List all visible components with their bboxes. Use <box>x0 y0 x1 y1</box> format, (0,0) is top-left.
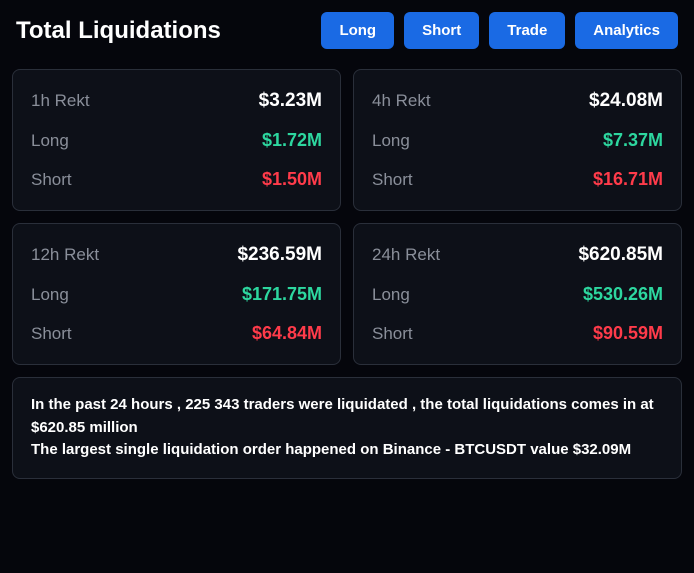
period-label: 1h Rekt <box>31 91 90 111</box>
stat-row-total: 24h Rekt $620.85M <box>372 244 663 266</box>
stat-row-total: 1h Rekt $3.23M <box>31 90 322 112</box>
stat-row-short: Short $90.59M <box>372 323 663 344</box>
stat-row-total: 4h Rekt $24.08M <box>372 90 663 112</box>
stat-row-short: Short $1.50M <box>31 169 322 190</box>
long-label: Long <box>31 131 69 151</box>
stat-row-total: 12h Rekt $236.59M <box>31 244 322 266</box>
short-label: Short <box>31 170 72 190</box>
total-value: $24.08M <box>589 90 663 112</box>
long-button[interactable]: Long <box>321 12 394 49</box>
short-label: Short <box>372 170 413 190</box>
summary-line-1: In the past 24 hours , 225 343 traders w… <box>31 394 663 439</box>
stat-row-long: Long $1.72M <box>31 130 322 151</box>
summary-card: In the past 24 hours , 225 343 traders w… <box>12 377 682 479</box>
period-label: 4h Rekt <box>372 91 431 111</box>
total-value: $3.23M <box>259 90 322 112</box>
short-button[interactable]: Short <box>404 12 479 49</box>
stat-row-long: Long $171.75M <box>31 284 322 305</box>
short-value: $16.71M <box>593 169 663 190</box>
long-label: Long <box>31 285 69 305</box>
stat-row-short: Short $16.71M <box>372 169 663 190</box>
short-label: Short <box>372 324 413 344</box>
short-value: $64.84M <box>252 323 322 344</box>
stat-card-1h: 1h Rekt $3.23M Long $1.72M Short $1.50M <box>12 69 341 211</box>
trade-button[interactable]: Trade <box>489 12 565 49</box>
analytics-button[interactable]: Analytics <box>575 12 678 49</box>
dashboard-header: Total Liquidations Long Short Trade Anal… <box>12 12 682 49</box>
stat-card-24h: 24h Rekt $620.85M Long $530.26M Short $9… <box>353 223 682 365</box>
stat-card-12h: 12h Rekt $236.59M Long $171.75M Short $6… <box>12 223 341 365</box>
total-value: $236.59M <box>237 244 322 266</box>
stat-card-4h: 4h Rekt $24.08M Long $7.37M Short $16.71… <box>353 69 682 211</box>
page-title: Total Liquidations <box>16 17 221 45</box>
short-value: $90.59M <box>593 323 663 344</box>
long-value: $171.75M <box>242 284 322 305</box>
stat-row-short: Short $64.84M <box>31 323 322 344</box>
long-value: $1.72M <box>262 130 322 151</box>
short-label: Short <box>31 324 72 344</box>
short-value: $1.50M <box>262 169 322 190</box>
long-value: $530.26M <box>583 284 663 305</box>
total-value: $620.85M <box>578 244 663 266</box>
long-label: Long <box>372 285 410 305</box>
stat-card-grid: 1h Rekt $3.23M Long $1.72M Short $1.50M … <box>12 69 682 365</box>
filter-button-group: Long Short Trade Analytics <box>321 12 678 49</box>
period-label: 12h Rekt <box>31 245 99 265</box>
stat-row-long: Long $530.26M <box>372 284 663 305</box>
long-value: $7.37M <box>603 130 663 151</box>
stat-row-long: Long $7.37M <box>372 130 663 151</box>
period-label: 24h Rekt <box>372 245 440 265</box>
long-label: Long <box>372 131 410 151</box>
summary-line-2: The largest single liquidation order hap… <box>31 439 663 462</box>
